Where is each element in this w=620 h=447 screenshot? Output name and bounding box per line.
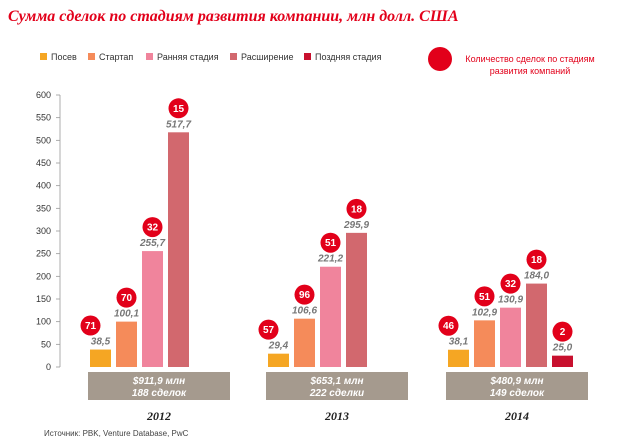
total-box — [266, 372, 408, 400]
deal-count-label: 57 — [263, 325, 275, 336]
bar — [294, 318, 315, 367]
total-deals: 188 сделок — [132, 388, 187, 399]
data-label: 38,5 — [91, 337, 111, 348]
data-label: 130,9 — [498, 295, 523, 306]
deal-count-bubble — [552, 321, 573, 342]
y-tick-label: 400 — [36, 181, 51, 191]
bar — [116, 321, 137, 367]
deal-count-label: 18 — [351, 204, 363, 215]
total-amount: $911,9 млн — [132, 376, 185, 387]
legend-label-early: Ранняя стадия — [157, 52, 219, 62]
x-category-label: 2014 — [504, 409, 529, 423]
data-label: 100,1 — [114, 309, 139, 320]
y-tick-label: 150 — [36, 294, 51, 304]
legend-label-seed: Посев — [51, 52, 77, 62]
chart-plot: 60055050045040035030025020015010050038,5… — [36, 90, 588, 423]
y-tick-label: 550 — [36, 113, 51, 123]
deal-count-note: Количество сделок по стадиям развития ко… — [428, 47, 608, 77]
total-amount: $653,1 млн — [309, 376, 363, 387]
deal-count-label: 32 — [505, 279, 517, 290]
data-label: 106,6 — [292, 306, 317, 317]
bar — [320, 266, 341, 367]
deal-count-bubble — [500, 273, 521, 294]
y-tick-label: 500 — [36, 135, 51, 145]
legend-label-late: Поздняя стадия — [315, 52, 382, 62]
deal-count-note-text: Количество сделок по стадиям развития ко… — [465, 54, 595, 76]
bar — [346, 232, 367, 367]
bar — [526, 283, 547, 367]
legend-swatch-expansion — [230, 53, 237, 60]
legend-swatch-late — [304, 53, 311, 60]
y-tick-label: 600 — [36, 90, 51, 100]
bar — [142, 251, 163, 367]
data-label: 102,9 — [472, 307, 497, 318]
y-tick-label: 50 — [41, 339, 51, 349]
y-tick-label: 0 — [46, 362, 51, 372]
deal-count-bubble — [258, 319, 279, 340]
data-label: 184,0 — [524, 271, 549, 282]
deal-count-label: 2 — [560, 327, 566, 338]
y-tick-label: 250 — [36, 249, 51, 259]
deal-count-label: 15 — [173, 104, 185, 115]
deal-count-note-dot — [428, 47, 452, 71]
data-label: 29,4 — [268, 341, 289, 352]
deal-count-bubble — [526, 249, 547, 270]
deal-count-bubble — [438, 315, 459, 336]
legend-label-expansion: Расширение — [241, 52, 294, 62]
data-label: 25,0 — [552, 343, 573, 354]
bar — [448, 349, 469, 367]
deal-count-bubble — [80, 315, 101, 336]
y-tick-label: 100 — [36, 317, 51, 327]
deal-count-bubble — [168, 98, 189, 119]
x-category-label: 2013 — [324, 409, 349, 423]
deal-count-label: 32 — [147, 223, 159, 234]
bar — [474, 320, 495, 367]
deal-count-label: 51 — [479, 292, 491, 303]
bar — [268, 353, 289, 367]
data-label: 295,9 — [343, 220, 369, 231]
data-label: 255,7 — [139, 238, 165, 249]
bar — [500, 307, 521, 367]
deal-count-bubble — [320, 232, 341, 253]
y-tick-label: 300 — [36, 226, 51, 236]
data-label: 517,7 — [166, 119, 191, 130]
bar — [552, 355, 573, 367]
deal-count-bubble — [474, 286, 495, 307]
total-box — [446, 372, 588, 400]
legend-swatch-seed — [40, 53, 47, 60]
bar — [90, 349, 111, 367]
y-tick-label: 350 — [36, 203, 51, 213]
deal-count-label: 46 — [443, 321, 455, 332]
total-deals: 222 сделки — [309, 388, 364, 399]
deal-count-bubble — [116, 287, 137, 308]
deal-count-label: 18 — [531, 255, 543, 266]
total-deals: 149 сделок — [490, 388, 545, 399]
deal-count-label: 70 — [121, 293, 133, 304]
y-tick-label: 200 — [36, 271, 51, 281]
deal-count-bubble — [142, 217, 163, 238]
y-tick-label: 450 — [36, 158, 51, 168]
chart-title: Сумма сделок по стадиям развития компани… — [8, 8, 459, 25]
data-label: 38,1 — [449, 337, 469, 348]
total-box — [88, 372, 230, 400]
legend-swatch-startup — [88, 53, 95, 60]
data-label: 221,2 — [317, 254, 343, 265]
deal-count-label: 71 — [85, 321, 97, 332]
total-amount: $480,9 млн — [489, 376, 543, 387]
deal-count-label: 96 — [299, 290, 311, 301]
deal-count-bubble — [294, 284, 315, 305]
deal-count-bubble — [346, 198, 367, 219]
legend-swatch-early — [146, 53, 153, 60]
bar — [168, 132, 189, 367]
source-note: Источник: PBK, Venture Database, PwC — [44, 429, 189, 438]
deal-count-label: 51 — [325, 238, 337, 249]
x-category-label: 2012 — [146, 409, 171, 423]
legend-label-startup: Стартап — [99, 52, 134, 62]
